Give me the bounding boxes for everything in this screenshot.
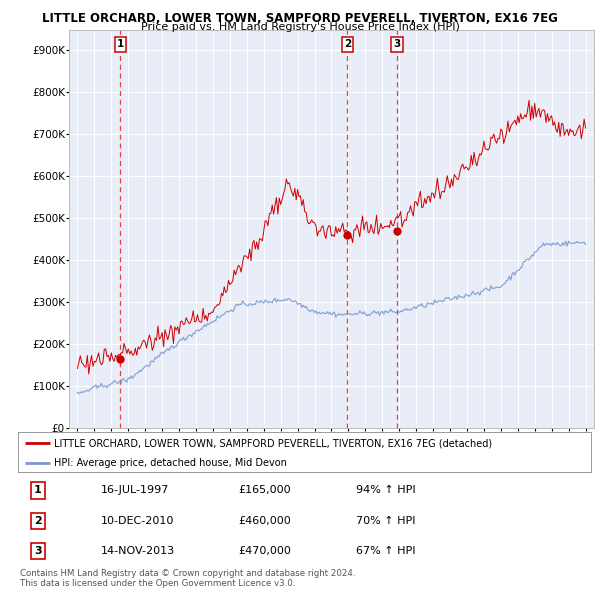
- Text: £460,000: £460,000: [239, 516, 292, 526]
- Text: 70% ↑ HPI: 70% ↑ HPI: [356, 516, 416, 526]
- Text: 3: 3: [34, 546, 42, 556]
- Text: 1: 1: [117, 40, 124, 50]
- Text: HPI: Average price, detached house, Mid Devon: HPI: Average price, detached house, Mid …: [53, 458, 286, 468]
- Text: 16-JUL-1997: 16-JUL-1997: [101, 486, 169, 496]
- Text: Contains HM Land Registry data © Crown copyright and database right 2024.
This d: Contains HM Land Registry data © Crown c…: [20, 569, 355, 588]
- Text: £470,000: £470,000: [239, 546, 292, 556]
- Text: 1: 1: [34, 486, 42, 496]
- Text: 2: 2: [344, 40, 351, 50]
- Text: LITTLE ORCHARD, LOWER TOWN, SAMPFORD PEVERELL, TIVERTON, EX16 7EG (detached): LITTLE ORCHARD, LOWER TOWN, SAMPFORD PEV…: [53, 438, 491, 448]
- Text: 10-DEC-2010: 10-DEC-2010: [101, 516, 175, 526]
- Text: 94% ↑ HPI: 94% ↑ HPI: [356, 486, 416, 496]
- Text: 2: 2: [34, 516, 42, 526]
- Text: 3: 3: [394, 40, 401, 50]
- Text: LITTLE ORCHARD, LOWER TOWN, SAMPFORD PEVERELL, TIVERTON, EX16 7EG: LITTLE ORCHARD, LOWER TOWN, SAMPFORD PEV…: [42, 12, 558, 25]
- Text: 14-NOV-2013: 14-NOV-2013: [101, 546, 175, 556]
- Text: 67% ↑ HPI: 67% ↑ HPI: [356, 546, 416, 556]
- Text: £165,000: £165,000: [239, 486, 291, 496]
- Text: Price paid vs. HM Land Registry's House Price Index (HPI): Price paid vs. HM Land Registry's House …: [140, 22, 460, 32]
